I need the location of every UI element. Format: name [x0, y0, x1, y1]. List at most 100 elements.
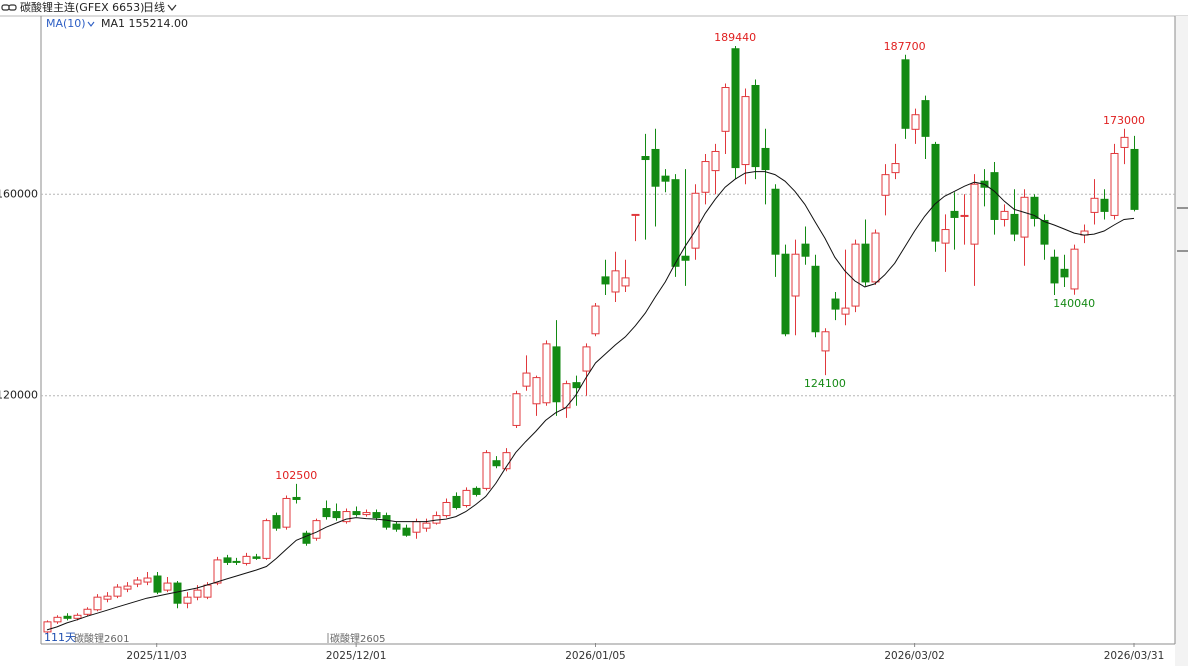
candle-body [801, 243, 810, 257]
candle-body [372, 512, 381, 519]
candle-body [661, 175, 670, 182]
candle-body [542, 343, 551, 404]
candle-body [103, 595, 112, 600]
header-bar [0, 0, 1188, 16]
candle-body [422, 522, 431, 529]
candle-body [73, 614, 82, 619]
right-axis-strip [1175, 16, 1188, 666]
candle-body [1000, 210, 1009, 220]
candle-body [272, 515, 281, 529]
low-annotation: 124100 [804, 377, 846, 390]
high-annotation: 187700 [884, 40, 926, 53]
candle-body [452, 495, 461, 509]
x-tick-label: 2025/12/01 [326, 650, 387, 662]
candle-body [691, 192, 700, 249]
ma-layer [46, 171, 1135, 631]
candle-body [342, 511, 351, 523]
candle-body [1030, 196, 1039, 219]
candle-body [681, 255, 690, 261]
period-chevron[interactable] [167, 4, 177, 11]
candle-body [960, 214, 969, 217]
candle-body [591, 305, 600, 335]
candle-body [292, 496, 301, 500]
candle-body [552, 346, 561, 403]
candle-body [63, 615, 72, 619]
candle-body [641, 156, 650, 161]
candle-body [332, 511, 341, 519]
candle-body [163, 582, 172, 591]
period-selector[interactable]: 日线 [143, 0, 165, 14]
ma-legend-value: MA1 155214.00 [101, 17, 188, 30]
low-annotation: 140040 [1053, 297, 1095, 310]
candle-body [1060, 268, 1069, 278]
candle-body [113, 586, 122, 597]
grid: 120000 160000 2025/11/03 2025/12/01 2026/01/… [0, 187, 1175, 662]
candle-body [931, 143, 940, 242]
ma-line [46, 171, 1135, 631]
candle-body [751, 84, 760, 168]
candle-body [1020, 196, 1029, 238]
candle-body [1100, 198, 1109, 212]
candle-body [43, 621, 52, 633]
candle-body [1050, 256, 1059, 284]
day-count: 111天 [44, 631, 76, 644]
candle-body [362, 512, 371, 516]
candle-body [721, 87, 730, 132]
candle-body [123, 585, 132, 590]
candle-body [821, 331, 830, 352]
candle-body [183, 596, 192, 604]
high-annotation: 189440 [714, 31, 756, 44]
candle-body [1070, 248, 1079, 290]
x-tick-label: 2026/03/31 [1104, 650, 1165, 662]
candle-body [572, 382, 581, 389]
candle-body [970, 183, 979, 245]
candle-body [472, 487, 481, 495]
candle-body [831, 298, 840, 310]
candle-body [262, 520, 271, 559]
candle-body [302, 532, 311, 544]
candle-body [492, 460, 501, 467]
candle-body [871, 232, 880, 283]
y-tick-label: 160000 [0, 187, 38, 200]
candle-body [861, 243, 870, 283]
candle-body [741, 96, 750, 166]
candle-body [153, 575, 162, 593]
candle-body [811, 265, 820, 333]
ma-legend-chevron[interactable] [87, 21, 95, 27]
candle-body [203, 584, 212, 598]
candle-body [611, 270, 620, 293]
candle-body [781, 253, 790, 335]
candle-body [223, 557, 232, 563]
candle-body [193, 589, 202, 598]
link-icon-right [8, 4, 17, 11]
ma-legend-name[interactable]: MA(10) [46, 17, 86, 30]
candle-body [601, 276, 610, 285]
candle-body [512, 393, 521, 426]
x-tick-label: 2025/11/03 [126, 650, 187, 662]
candle-body [83, 608, 92, 615]
candle-body [950, 210, 959, 218]
candle-body [412, 521, 421, 533]
candle-body [911, 114, 920, 130]
candle-body [232, 560, 241, 563]
candle-body [711, 150, 720, 172]
candle-body [312, 520, 321, 539]
candle-body [53, 616, 62, 623]
candle-body [252, 556, 261, 559]
candle-body [93, 596, 102, 611]
candle-body [282, 497, 291, 528]
chart-title: 碳酸锂主连(GFEX 6653) [20, 0, 144, 14]
candle-body [631, 213, 640, 216]
candle-body [213, 559, 222, 584]
candle-body [671, 179, 680, 267]
candle-body [841, 307, 850, 315]
candle-body [382, 515, 391, 528]
candle-body [731, 48, 740, 169]
candle-body [1090, 197, 1099, 213]
candle-body [522, 372, 531, 387]
candle-body [562, 383, 571, 409]
candle-body [1130, 148, 1139, 210]
x-tick-label: 2026/03/02 [884, 650, 945, 662]
link-icon[interactable] [1, 4, 17, 11]
